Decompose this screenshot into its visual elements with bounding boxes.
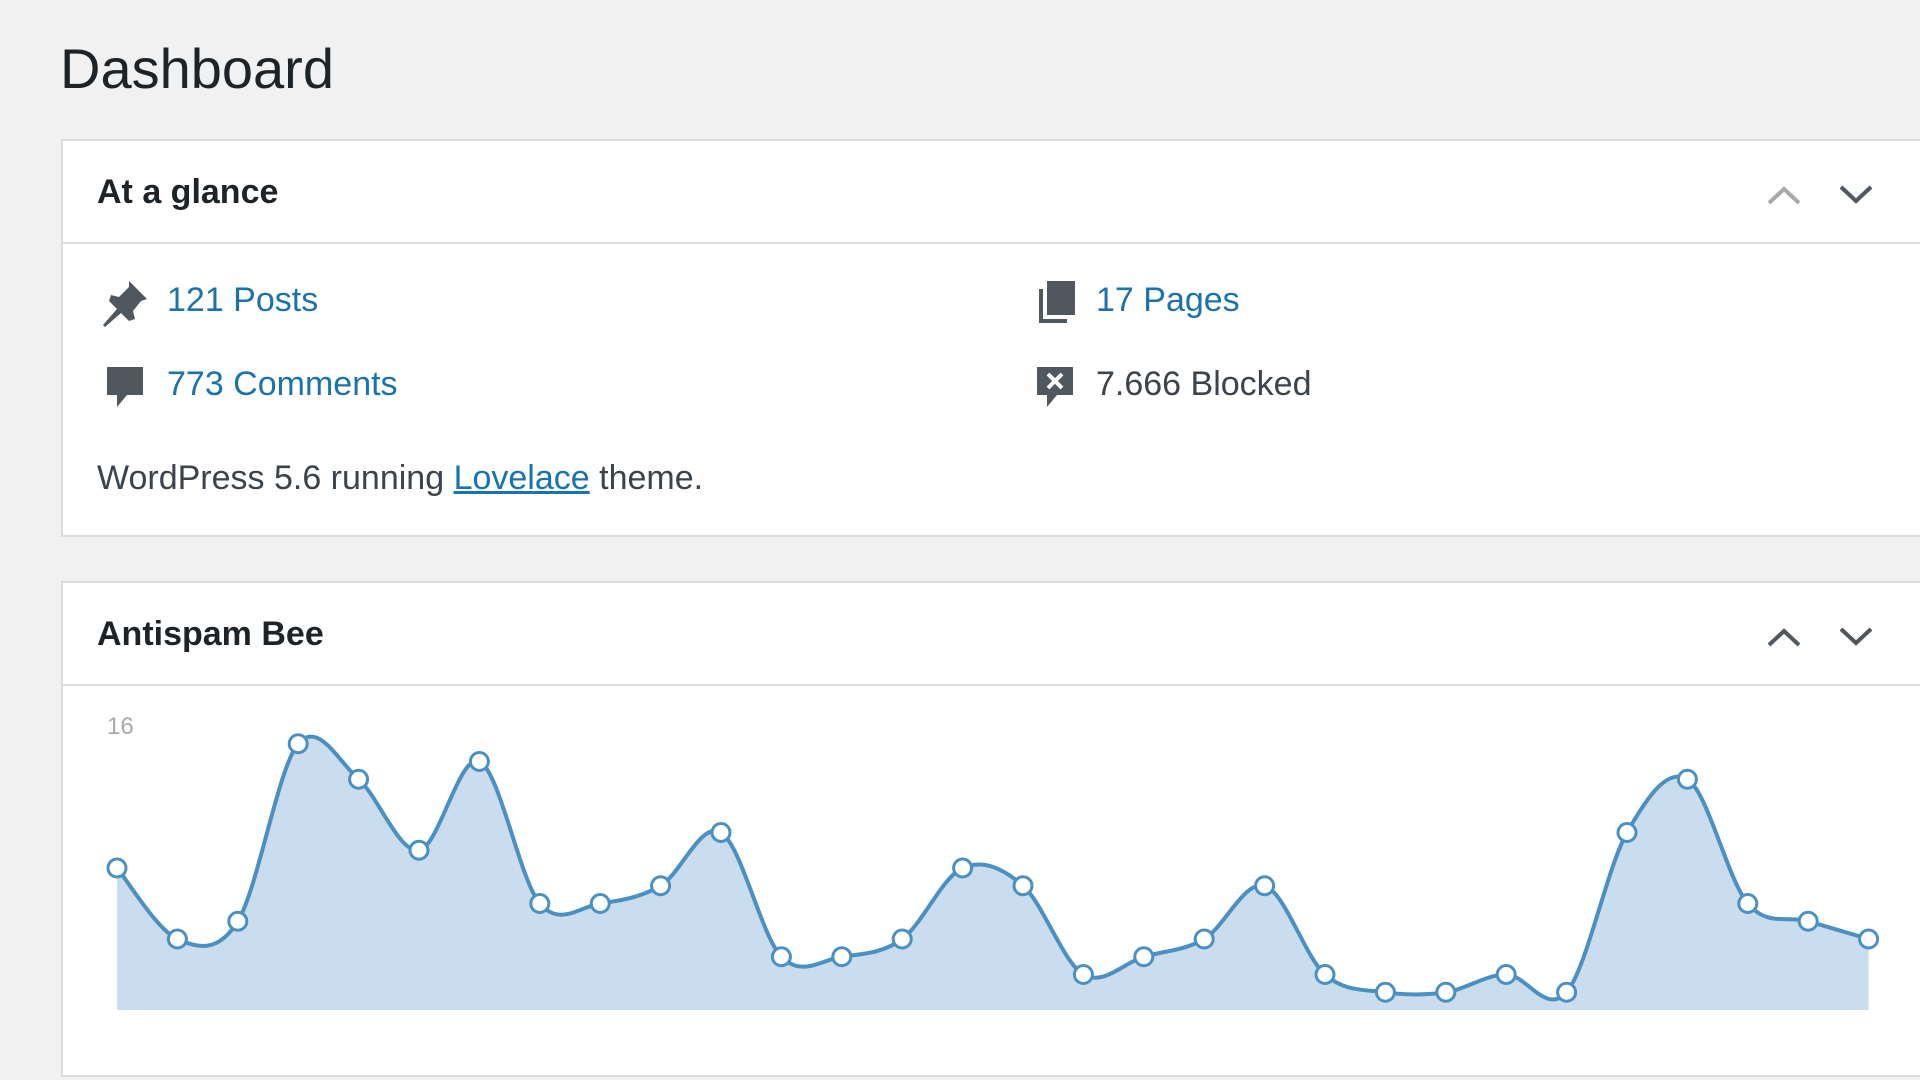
footer-text: WordPress 5.6 running — [97, 459, 445, 497]
point — [710, 822, 732, 843]
point — [1133, 946, 1155, 968]
panel-header: At a glance — [63, 141, 1920, 244]
point — [1676, 768, 1698, 790]
point — [831, 946, 853, 968]
move-up[interactable] — [1767, 628, 1801, 647]
point — [1858, 928, 1880, 950]
point — [1193, 928, 1215, 950]
point — [348, 768, 370, 790]
chart: 16 — [106, 713, 1880, 1010]
point — [166, 928, 188, 950]
point — [589, 893, 611, 914]
comments-icon — [107, 367, 143, 407]
point — [1616, 822, 1638, 843]
page-title: Dashboard — [60, 37, 334, 100]
y-tick-label: 16 — [107, 713, 134, 740]
point — [1012, 875, 1034, 897]
point — [1495, 964, 1517, 985]
point — [106, 857, 128, 879]
theme-link[interactable]: Lovelace — [453, 459, 590, 497]
panel-controls[interactable] — [1761, 179, 1911, 209]
point — [529, 893, 551, 914]
move-down[interactable] — [1839, 627, 1873, 646]
point — [408, 839, 430, 861]
area-fill — [117, 736, 1869, 1010]
glance-panel: At a glance 121 Posts 17 Pages 773 Comme… — [61, 139, 1920, 537]
point — [287, 733, 309, 755]
footer-text: theme. — [599, 459, 704, 497]
point — [650, 875, 672, 897]
point — [1314, 964, 1336, 985]
point — [1072, 964, 1094, 985]
point — [1435, 981, 1457, 1003]
panel-title: At a glance — [97, 173, 279, 211]
blocked-count: 7.666 Blocked — [1096, 365, 1312, 403]
point — [1374, 981, 1396, 1003]
comments-link[interactable]: 773 Comments — [167, 365, 398, 403]
point — [770, 946, 792, 968]
blocked-icon — [1037, 367, 1073, 407]
point — [1254, 875, 1276, 897]
move-down[interactable] — [1839, 185, 1873, 204]
pages-link[interactable]: 17 Pages — [1096, 281, 1240, 319]
panel-header: Antispam Bee — [63, 583, 1920, 686]
antispam-panel: Antispam Bee 16 — [61, 581, 1920, 1077]
point — [891, 928, 913, 950]
panel-title: Antispam Bee — [97, 615, 324, 653]
point — [952, 857, 974, 879]
point — [227, 910, 249, 932]
point — [1556, 981, 1578, 1003]
panel-controls[interactable] — [1761, 621, 1911, 651]
pin-icon — [103, 281, 147, 327]
point — [1797, 910, 1819, 932]
point — [468, 751, 490, 772]
pages-icon — [1039, 281, 1075, 323]
move-up[interactable] — [1767, 186, 1801, 205]
posts-link[interactable]: 121 Posts — [167, 281, 319, 319]
version-text: WordPress 5.6 running Lovelace theme. — [97, 459, 703, 498]
point — [1737, 893, 1759, 914]
